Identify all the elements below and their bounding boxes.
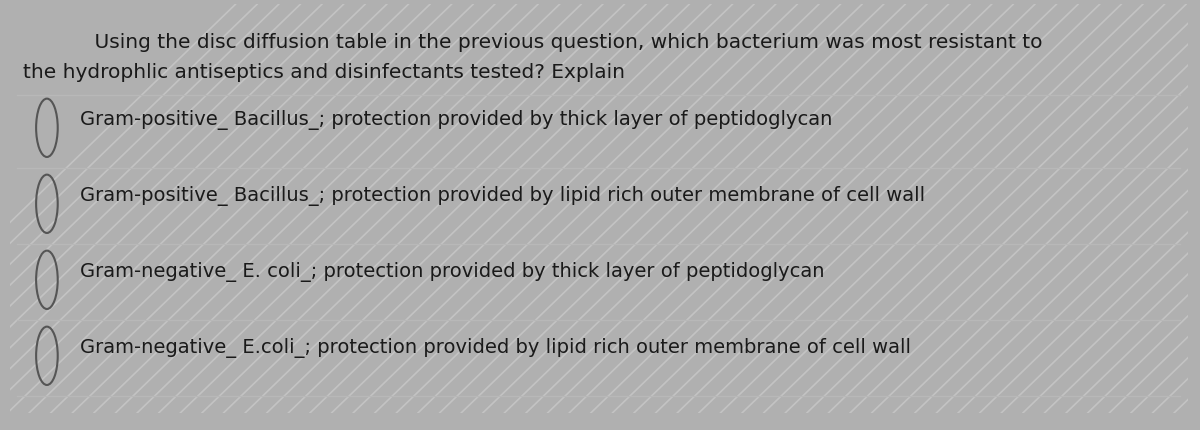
- Text: Using the disc diffusion table in the previous question, which bacterium was mos: Using the disc diffusion table in the pr…: [68, 33, 1042, 52]
- Text: Gram-positive_ Bacillus_; protection provided by lipid rich outer membrane of ce: Gram-positive_ Bacillus_; protection pro…: [80, 186, 925, 206]
- Text: Gram-negative_ E.coli_; protection provided by lipid rich outer membrane of cell: Gram-negative_ E.coli_; protection provi…: [80, 338, 911, 358]
- Text: Gram-positive_ Bacillus_; protection provided by thick layer of peptidoglycan: Gram-positive_ Bacillus_; protection pro…: [80, 110, 833, 130]
- Text: Gram-negative_ E. coli_; protection provided by thick layer of peptidoglycan: Gram-negative_ E. coli_; protection prov…: [80, 262, 824, 282]
- Text: the hydrophlic antiseptics and disinfectants tested? Explain: the hydrophlic antiseptics and disinfect…: [23, 63, 625, 82]
